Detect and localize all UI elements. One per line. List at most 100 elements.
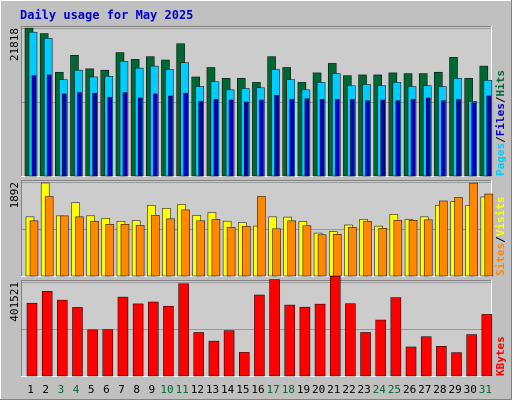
hits-pages-bar-day-5 xyxy=(92,92,97,177)
visits-sites-bar-day-7 xyxy=(120,224,130,277)
visits-sites-bar-day-9 xyxy=(151,215,160,277)
visits-sites-bar-day-21 xyxy=(332,234,342,277)
day-label-26: 26 xyxy=(403,383,416,396)
kbytes-kbytes-bar-day-6 xyxy=(102,329,114,377)
hits-pages-bar-day-31 xyxy=(486,95,492,177)
day-label-10: 10 xyxy=(160,383,173,396)
visits-sites-bar-day-24 xyxy=(378,228,387,277)
hits-pages-bar-day-26 xyxy=(410,99,416,177)
day-label-13: 13 xyxy=(206,383,219,396)
kbytes-kbytes-bar-day-31 xyxy=(481,314,493,377)
kbytes-kbytes-bar-day-24 xyxy=(375,319,386,377)
hits-pages-bar-day-28 xyxy=(441,100,446,177)
day-label-31: 31 xyxy=(479,383,492,396)
day-label-30: 30 xyxy=(464,383,477,396)
day-label-2: 2 xyxy=(42,383,49,396)
day-label-14: 14 xyxy=(221,383,235,396)
visits-sites-bar-day-1 xyxy=(29,220,39,277)
hits-pages-bar-day-3 xyxy=(62,93,67,177)
hits-pages-bar-day-18 xyxy=(289,99,294,177)
hits-pages-bar-day-11 xyxy=(183,92,188,177)
kbytes-kbytes-bar-day-25 xyxy=(390,297,402,377)
visits-sites-bar-day-8 xyxy=(135,225,145,277)
visits-sites-bar-day-30 xyxy=(469,182,478,277)
kbytes-kbytes-bar-day-8 xyxy=(132,303,144,377)
visits-sites-bar-day-25 xyxy=(393,220,403,277)
kbytes-kbytes-bar-day-12 xyxy=(193,332,205,377)
hits-pages-bar-day-2 xyxy=(46,74,52,177)
visits-sites-bar-day-5 xyxy=(90,221,99,277)
hits-pages-bar-day-8 xyxy=(137,97,143,177)
hits-pages-bar-day-13 xyxy=(213,99,219,177)
kbytes-kbytes-bar-day-26 xyxy=(405,346,417,377)
visits-sites-bar-day-12 xyxy=(196,220,206,277)
day-label-8: 8 xyxy=(133,383,140,396)
visits-sites-bar-day-14 xyxy=(226,227,236,277)
kbytes-kbytes-bar-day-16 xyxy=(254,294,265,377)
day-label-7: 7 xyxy=(118,383,125,396)
visits-sites-bar-day-4 xyxy=(75,216,84,277)
visits-sites-bar-day-26 xyxy=(408,220,418,277)
visits-sites-bar-day-27 xyxy=(423,219,433,277)
visits-sites-bar-day-19 xyxy=(302,225,312,277)
visits-legend-part-3: Visits xyxy=(494,197,507,237)
kbytes-kbytes-bar-day-9 xyxy=(148,301,159,377)
day-label-3: 3 xyxy=(58,383,65,396)
hits-pages-bar-day-25 xyxy=(395,100,401,177)
kbytes-max-label: 401521 xyxy=(8,282,21,322)
visits-sites-bar-day-18 xyxy=(287,220,296,277)
visits-legend-part-1: Sites xyxy=(494,243,507,276)
day-label-17: 17 xyxy=(267,383,280,396)
hits-legend-part-3: Files xyxy=(494,103,507,136)
visits-sites-bar-day-11 xyxy=(181,209,190,277)
hits-legend-part-2: / xyxy=(494,136,507,143)
kbytes-legend: KBytes xyxy=(494,336,507,376)
kbytes-kbytes-bar-day-29 xyxy=(451,352,462,377)
visits-legend: Sites/Visits xyxy=(494,197,507,277)
hits-pages-bar-day-29 xyxy=(456,99,461,177)
day-label-6: 6 xyxy=(103,383,110,396)
visits-sites-panel: 1892 Sites/Visits xyxy=(8,180,507,277)
visits-sites-bar-day-15 xyxy=(242,226,251,277)
hits-legend-part-5: Hits xyxy=(494,70,507,97)
day-axis-labels: 1 2 3 4 5 6 7 8 9 10 11 12 13 14 15 16 17 18 19 20 21 22 23 24 2… xyxy=(27,383,492,396)
hits-pages-bar-day-20 xyxy=(319,99,325,177)
visits-sites-bar-day-16 xyxy=(257,196,266,277)
visits-sites-bar-day-17 xyxy=(272,228,281,277)
kbytes-kbytes-bar-day-28 xyxy=(436,346,447,377)
day-label-25: 25 xyxy=(388,383,401,396)
visits-sites-bar-day-3 xyxy=(60,215,69,277)
kbytes-kbytes-bar-day-27 xyxy=(420,336,432,377)
hits-pages-bar-day-15 xyxy=(244,101,249,177)
hits-legend-part-1: Pages xyxy=(494,143,507,176)
kbytes-kbytes-bar-day-1 xyxy=(26,302,38,377)
visits-max-label: 1892 xyxy=(8,182,21,209)
visits-sites-bar-day-28 xyxy=(439,200,448,277)
day-label-16: 16 xyxy=(251,383,264,396)
kbytes-legend-part-1: KBytes xyxy=(494,336,507,376)
kbytes-kbytes-bar-day-13 xyxy=(208,340,220,377)
hits-max-label: 21818 xyxy=(8,28,21,61)
day-label-28: 28 xyxy=(433,383,446,396)
day-label-9: 9 xyxy=(149,383,156,396)
chart-title: Daily usage for May 2025 xyxy=(20,8,193,22)
hits-pages-bar-day-27 xyxy=(425,97,431,177)
kbytes-kbytes-bar-day-3 xyxy=(57,299,68,377)
day-label-19: 19 xyxy=(297,383,310,396)
kbytes-kbytes-bar-day-22 xyxy=(345,303,356,377)
day-label-27: 27 xyxy=(418,383,431,396)
day-label-15: 15 xyxy=(236,383,249,396)
hits-pages-bar-day-24 xyxy=(380,99,385,177)
day-label-12: 12 xyxy=(191,383,204,396)
kbytes-kbytes-bar-day-30 xyxy=(466,334,477,377)
hits-pages-bar-day-21 xyxy=(334,99,340,177)
kbytes-kbytes-bar-day-7 xyxy=(117,296,129,377)
hits-legend: Pages/Files/Hits xyxy=(494,70,507,176)
visits-sites-bar-day-10 xyxy=(166,218,175,277)
kbytes-kbytes-bar-day-5 xyxy=(87,329,98,377)
day-label-1: 1 xyxy=(27,383,34,396)
kbytes-kbytes-bar-day-17 xyxy=(269,279,280,377)
